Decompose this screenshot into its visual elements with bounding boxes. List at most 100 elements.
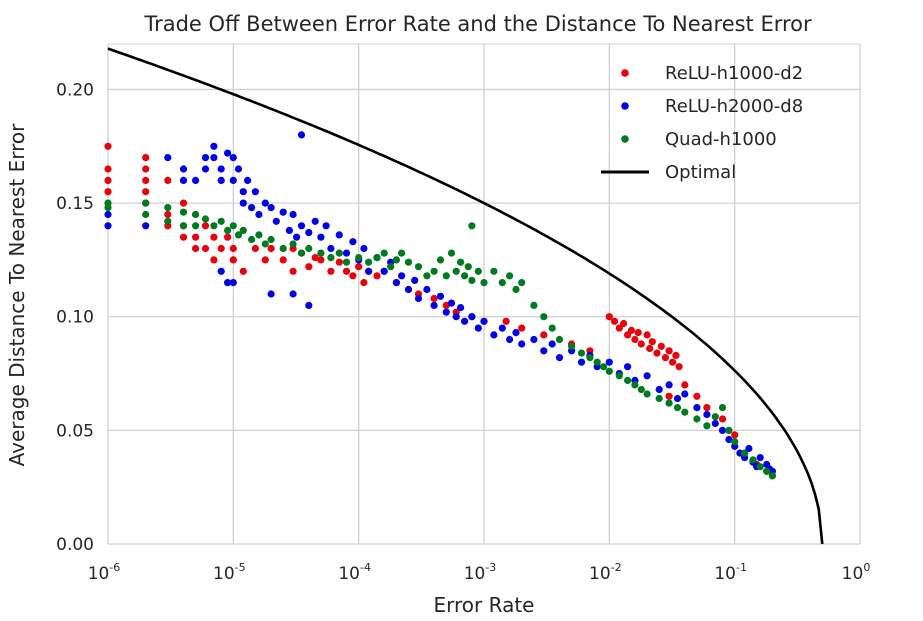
data-point (672, 351, 680, 359)
data-point (643, 331, 651, 339)
data-point (380, 267, 388, 275)
data-point (164, 176, 172, 184)
data-point (414, 294, 423, 303)
data-point (681, 390, 689, 398)
data-point (142, 165, 150, 173)
data-point (610, 317, 619, 325)
data-point (289, 240, 297, 248)
data-point (305, 244, 313, 253)
data-point (620, 319, 628, 328)
data-point (365, 267, 373, 275)
data-point (224, 279, 232, 287)
data-point (643, 372, 651, 380)
legend-item: ReLU-h1000-d2 (621, 63, 803, 84)
data-point (164, 217, 172, 225)
data-point (248, 204, 256, 212)
data-point (327, 244, 335, 253)
data-point (506, 272, 514, 280)
data-point (665, 399, 673, 407)
data-point (179, 222, 188, 230)
data-point (335, 231, 343, 239)
x-tick-base: 10 (213, 564, 235, 584)
x-tick-base: 10 (714, 564, 736, 584)
data-point (498, 279, 506, 287)
data-point (512, 329, 520, 337)
data-point (703, 410, 711, 419)
data-point (179, 199, 188, 207)
data-point (665, 347, 673, 355)
data-point (506, 335, 514, 344)
data-point (442, 308, 450, 316)
data-point (229, 222, 237, 230)
data-point (655, 385, 663, 394)
data-point (442, 272, 450, 280)
data-point (627, 326, 636, 334)
data-point (624, 363, 632, 371)
data-point (518, 340, 526, 348)
data-point (142, 222, 150, 230)
data-point (555, 354, 564, 362)
data-point (239, 267, 247, 275)
x-tick-label: 100 (842, 561, 871, 584)
data-point (224, 226, 232, 234)
data-point (104, 165, 112, 173)
data-point (648, 338, 656, 346)
data-point (703, 422, 711, 430)
data-point (605, 367, 613, 375)
data-point (267, 244, 275, 253)
data-point (327, 254, 335, 262)
data-point (311, 254, 319, 262)
y-tick-labels: 0.00 0.05 0.10 0.15 0.20 (56, 80, 94, 555)
data-point (201, 154, 210, 162)
data-point (311, 217, 319, 225)
data-point (605, 313, 613, 321)
data-point (251, 188, 259, 196)
legend-label: ReLU-h1000-d2 (665, 63, 803, 84)
data-point (474, 324, 482, 332)
data-point (430, 301, 438, 309)
x-tick-base: 10 (338, 564, 360, 584)
data-point (229, 256, 237, 264)
data-point (718, 415, 727, 423)
data-point (605, 358, 613, 366)
data-point (142, 199, 150, 207)
data-point (430, 267, 438, 275)
data-point (267, 204, 275, 212)
data-point (540, 313, 548, 321)
data-point (711, 419, 719, 428)
data-point (718, 426, 727, 434)
data-point (210, 233, 218, 241)
data-point (468, 313, 476, 321)
data-point (229, 279, 237, 287)
data-point (267, 290, 275, 298)
data-point (673, 394, 682, 403)
data-point (681, 408, 689, 416)
data-point (255, 231, 263, 239)
data-point (360, 279, 368, 287)
x-axis-title: Error Rate (434, 593, 535, 617)
data-point (142, 188, 150, 196)
data-point (239, 226, 247, 234)
data-point (392, 256, 400, 264)
chart-title: Trade Off Between Error Rate and the Dis… (143, 12, 812, 36)
data-point (457, 258, 465, 266)
x-tick-base: 10 (88, 564, 110, 584)
data-point (179, 165, 188, 173)
data-point (317, 256, 325, 264)
data-point (104, 204, 112, 212)
data-point (305, 301, 313, 309)
data-point (430, 294, 438, 303)
data-point (518, 324, 526, 332)
x-tick-exponent: -1 (736, 561, 747, 574)
data-point (251, 244, 259, 253)
data-point (577, 349, 586, 357)
data-point (540, 331, 548, 339)
data-point (474, 267, 482, 275)
legend-item: Quad-h1000 (621, 129, 777, 150)
x-tick-exponent: -2 (611, 561, 622, 574)
data-point (643, 390, 651, 398)
data-point (731, 438, 739, 446)
data-point (164, 154, 172, 162)
data-point (261, 256, 269, 264)
data-point (179, 176, 188, 184)
